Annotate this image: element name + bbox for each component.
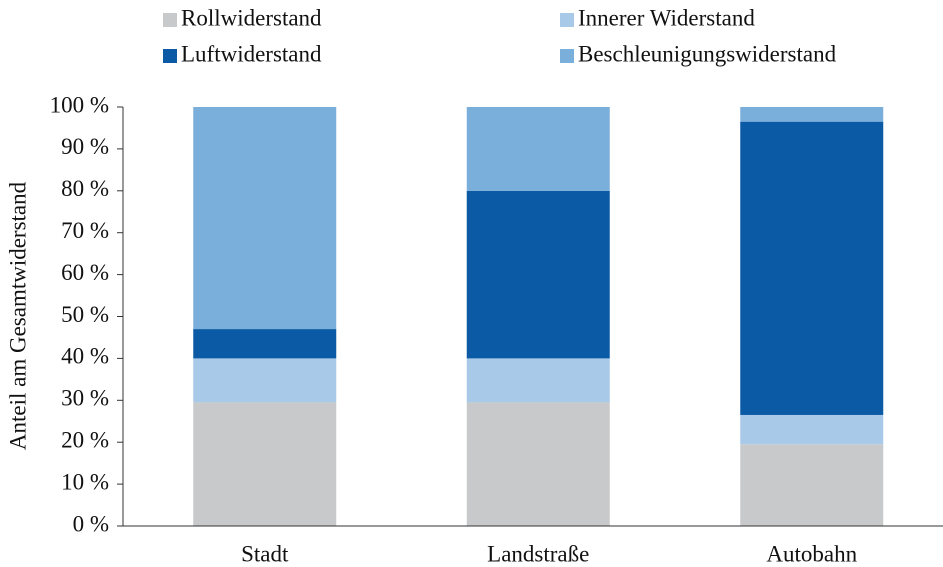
legend-swatch	[163, 13, 177, 27]
y-tick-label: 0 %	[73, 511, 109, 536]
legend-swatch	[560, 49, 574, 63]
bar-segment	[740, 107, 884, 122]
bar-segment	[193, 402, 337, 526]
bar-segment	[466, 107, 610, 191]
y-tick-label: 20 %	[61, 427, 109, 452]
bar-segment	[740, 444, 884, 526]
bar-segment	[466, 402, 610, 526]
y-tick-label: 100 %	[50, 92, 109, 117]
y-tick-label: 80 %	[61, 176, 109, 201]
x-tick-label: Landstraße	[487, 541, 589, 566]
bar-segment	[466, 358, 610, 403]
y-tick-label: 90 %	[61, 134, 109, 159]
bar-segment	[193, 329, 337, 359]
bar-segment	[466, 190, 610, 359]
y-tick-label: 40 %	[61, 344, 109, 369]
y-tick-label: 10 %	[61, 469, 109, 494]
legend-label: Beschleunigungswiderstand	[578, 41, 837, 66]
y-tick-label: 50 %	[61, 302, 109, 327]
bar-segment	[193, 358, 337, 403]
x-tick-label: Stadt	[241, 541, 289, 566]
y-tick-label: 60 %	[61, 260, 109, 285]
legend-swatch	[560, 13, 574, 27]
legend-label: Rollwiderstand	[181, 5, 322, 30]
bar-segment	[740, 121, 884, 415]
bar-segment	[740, 414, 884, 445]
y-axis-label: Anteil am Gesamtwiderstand	[5, 181, 30, 450]
y-tick-label: 70 %	[61, 218, 109, 243]
legend-swatch	[163, 49, 177, 63]
bar-segment	[193, 107, 337, 330]
legend-label: Innerer Widerstand	[578, 5, 755, 30]
x-tick-label: Autobahn	[766, 541, 857, 566]
legend-label: Luftwiderstand	[181, 41, 322, 66]
y-tick-label: 30 %	[61, 386, 109, 411]
